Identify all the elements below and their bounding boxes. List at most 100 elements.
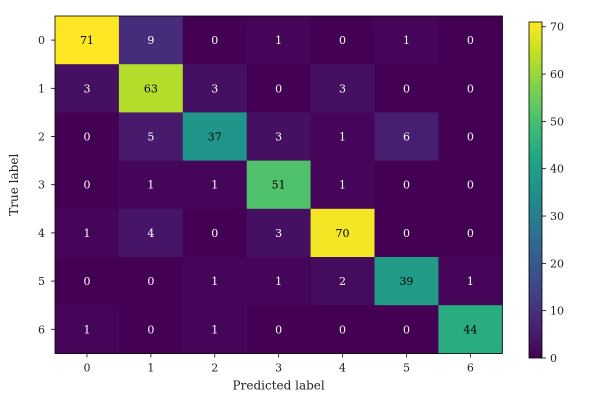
cell-value-label: 0 <box>403 227 410 240</box>
heatmap-cell <box>246 160 312 210</box>
heatmap-cell <box>438 257 503 306</box>
heatmap-cell <box>182 160 248 210</box>
heatmap-cell <box>374 305 439 354</box>
cell-value-label: 0 <box>339 323 346 336</box>
heatmap-cell <box>310 208 375 258</box>
cell-value-label: 4 <box>147 227 154 240</box>
heatmap-cell <box>310 112 375 162</box>
heatmap-cell <box>55 16 120 65</box>
cell-value-label: 0 <box>467 131 474 144</box>
x-tick-label: 5 <box>403 361 410 374</box>
colorbar-tick-label: 20 <box>550 257 564 270</box>
cell-value-label: 0 <box>403 82 410 95</box>
heatmap-cell <box>374 16 439 65</box>
cell-value-label: 9 <box>147 34 154 47</box>
x-tick-label: 1 <box>147 361 154 374</box>
cell-value-label: 3 <box>83 82 90 95</box>
colorbar-gradient <box>529 22 542 358</box>
heatmap-cells: 71 9 0 1 0 1 0 3 63 3 0 3 0 0 0 5 37 3 1 6 0 0 1 1 51 1 0 0 1 4 0 3 70 0 0… <box>55 16 503 354</box>
cell-value-label: 0 <box>83 179 90 192</box>
y-tick-label: 6 <box>38 323 45 336</box>
cell-value-label: 1 <box>339 131 346 144</box>
heatmap-cell <box>246 257 312 306</box>
cell-value-label: 0 <box>467 34 474 47</box>
heatmap-cell <box>118 257 184 306</box>
heatmap-cell <box>374 64 439 113</box>
heatmap-cell <box>374 208 439 258</box>
cell-value-label: 0 <box>467 179 474 192</box>
y-tick-label: 1 <box>38 82 45 95</box>
heatmap-cell <box>182 257 248 306</box>
colorbar-tick-label: 60 <box>550 68 564 81</box>
heatmap-cell <box>55 257 120 306</box>
cell-value-label: 39 <box>399 275 413 288</box>
heatmap-cell <box>310 160 375 210</box>
cell-value-label: 0 <box>467 227 474 240</box>
heatmap-cell <box>246 64 312 113</box>
x-tick-label: 2 <box>211 361 218 374</box>
cell-value-label: 37 <box>208 131 222 144</box>
cell-value-label: 1 <box>83 227 90 240</box>
colorbar-frame <box>528 21 543 359</box>
heatmap-cell <box>374 112 439 162</box>
cell-value-label: 1 <box>403 34 410 47</box>
cell-value-label: 1 <box>83 323 90 336</box>
cell-value-label: 3 <box>275 131 282 144</box>
cell-value-label: 3 <box>275 227 282 240</box>
cell-value-label: 44 <box>463 323 477 336</box>
heatmap-cell <box>55 305 120 354</box>
heatmap-cell <box>374 160 439 210</box>
heatmap-cell <box>438 112 503 162</box>
cell-value-label: 0 <box>275 82 282 95</box>
x-tick-label: 0 <box>83 361 90 374</box>
heatmap-cell <box>438 64 503 113</box>
colorbar-tick-label: 70 <box>550 21 564 34</box>
cell-value-label: 0 <box>83 275 90 288</box>
heatmap-cell <box>55 160 120 210</box>
heatmap-cell <box>118 160 184 210</box>
heatmap-cell <box>438 160 503 210</box>
heatmap-cell <box>55 208 120 258</box>
cell-value-label: 0 <box>339 34 346 47</box>
heatmap-cell <box>310 257 375 306</box>
heatmap-cell <box>118 64 184 113</box>
cell-value-label: 1 <box>275 275 282 288</box>
x-tick-label: 4 <box>339 361 346 374</box>
heatmap-cell <box>182 112 248 162</box>
colorbar-tick-label: 10 <box>550 305 564 318</box>
cell-value-label: 3 <box>211 82 218 95</box>
heatmap-cell <box>55 64 120 113</box>
heatmap-cell <box>438 305 503 354</box>
cell-value-label: 0 <box>275 323 282 336</box>
heatmap-cell <box>182 208 248 258</box>
colorbar-tick-label: 50 <box>550 115 564 128</box>
heatmap-cell <box>182 305 248 354</box>
heatmap-cell <box>438 208 503 258</box>
y-tick-label: 4 <box>38 227 45 240</box>
cell-value-label: 51 <box>272 179 286 192</box>
cell-value-label: 2 <box>339 275 346 288</box>
heatmap-cell <box>118 208 184 258</box>
cell-value-label: 70 <box>336 227 350 240</box>
heatmap-cell <box>118 305 184 354</box>
cell-value-label: 5 <box>147 131 154 144</box>
heatmap-cell <box>182 64 248 113</box>
y-axis-ticks: 0 1 2 3 4 5 6 <box>38 34 55 336</box>
heatmap-cell <box>310 305 375 354</box>
cell-value-label: 1 <box>147 179 154 192</box>
cell-value-label: 0 <box>83 131 90 144</box>
y-tick-label: 0 <box>38 34 45 47</box>
cell-value-label: 0 <box>147 275 154 288</box>
y-tick-label: 5 <box>38 275 45 288</box>
cell-value-label: 3 <box>339 82 346 95</box>
heatmap-cell <box>182 16 248 65</box>
cell-value-label: 0 <box>211 227 218 240</box>
y-tick-label: 2 <box>38 131 45 144</box>
cell-value-label: 1 <box>467 275 474 288</box>
heatmap-cell <box>118 16 184 65</box>
colorbar: 0 10 20 30 40 50 60 70 <box>528 21 564 365</box>
cell-value-label: 1 <box>211 275 218 288</box>
cell-value-label: 0 <box>467 82 474 95</box>
x-axis-label: Predicted label <box>233 378 325 392</box>
